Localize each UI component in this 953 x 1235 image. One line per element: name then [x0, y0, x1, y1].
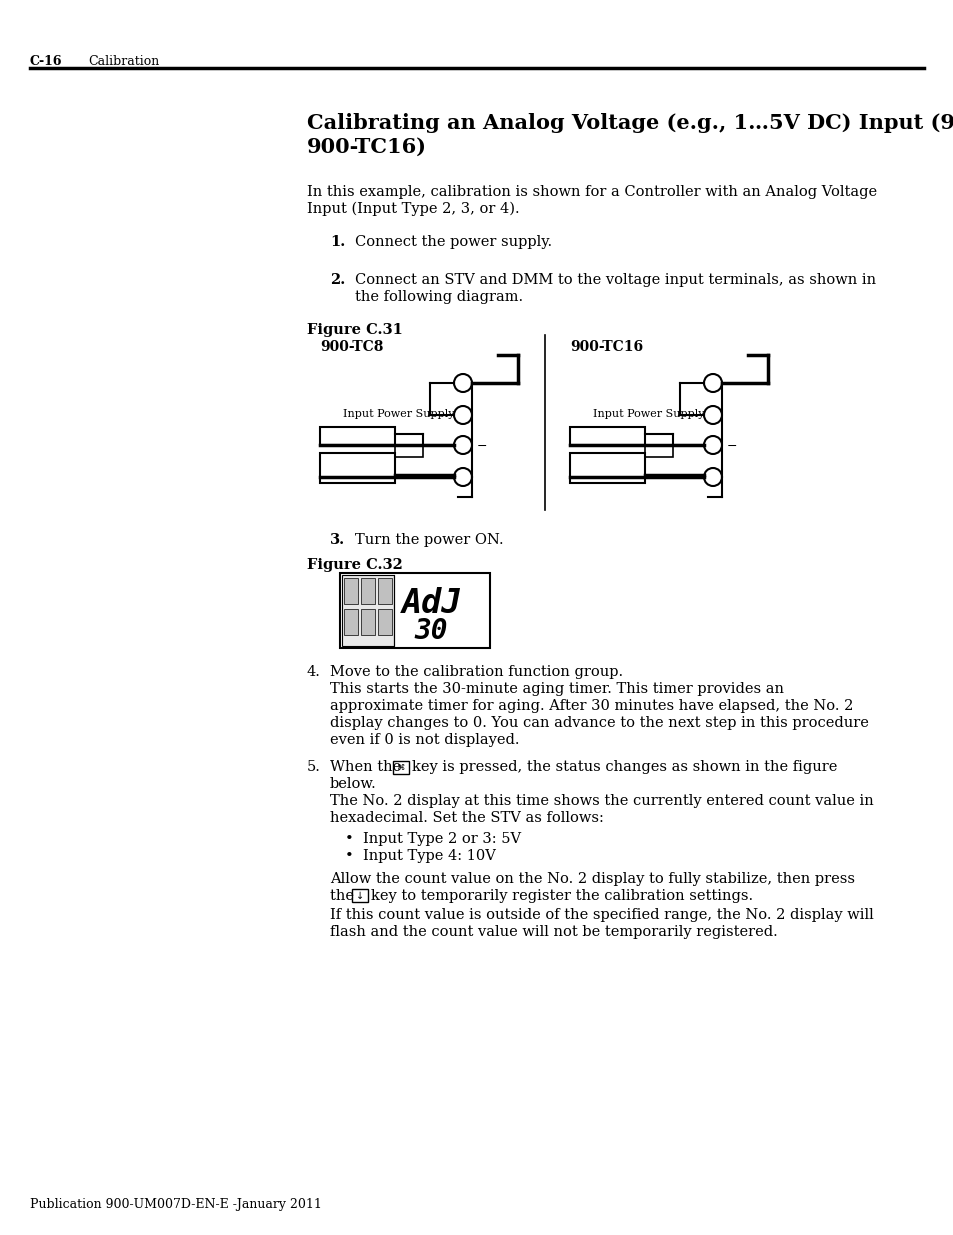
Text: −: − [726, 440, 737, 453]
Bar [395, 445, 422, 457]
Bar [360, 609, 375, 635]
Text: Turn the power ON.: Turn the power ON. [355, 534, 503, 547]
Text: Publication 900-UM007D-EN-E -January 2011: Publication 900-UM007D-EN-E -January 201… [30, 1198, 321, 1212]
Text: Calibration: Calibration [88, 56, 159, 68]
Text: Move to the calibration function group.: Move to the calibration function group. [330, 664, 622, 679]
Bar [360, 578, 375, 604]
Text: Input Power Supply: Input Power Supply [343, 409, 454, 419]
Text: flash and the count value will not be temporarily registered.: flash and the count value will not be te… [330, 925, 777, 939]
Text: When the: When the [330, 760, 405, 774]
Text: 900-TC16): 900-TC16) [307, 137, 427, 157]
Bar [377, 578, 392, 604]
Text: hexadecimal. Set the STV as follows:: hexadecimal. Set the STV as follows: [330, 811, 603, 825]
Text: 30: 30 [414, 618, 447, 645]
Text: If this count value is outside of the specified range, the No. 2 display will: If this count value is outside of the sp… [330, 908, 873, 923]
Text: This starts the 30-minute aging timer. This timer provides an: This starts the 30-minute aging timer. T… [330, 682, 783, 697]
Bar [344, 578, 357, 604]
Bar [377, 609, 392, 635]
Bar [319, 453, 395, 483]
Text: below.: below. [330, 777, 376, 790]
Text: Connect an STV and DMM to the voltage input terminals, as shown in: Connect an STV and DMM to the voltage in… [355, 273, 875, 287]
Text: AdJ: AdJ [401, 587, 462, 620]
Text: display changes to 0. You can advance to the next step in this procedure: display changes to 0. You can advance to… [330, 716, 868, 730]
Text: 900-TC8: 900-TC8 [319, 340, 383, 354]
Bar [569, 427, 644, 445]
Bar [344, 609, 357, 635]
Text: Allow the count value on the No. 2 display to fully stabilize, then press: Allow the count value on the No. 2 displ… [330, 872, 854, 885]
Bar [319, 427, 395, 445]
Text: C-16: C-16 [30, 56, 63, 68]
Text: Calibrating an Analog Voltage (e.g., 1…5V DC) Input (900-TC8 &: Calibrating an Analog Voltage (e.g., 1…5… [307, 112, 953, 133]
Text: key to temporarily register the calibration settings.: key to temporarily register the calibrat… [371, 889, 752, 903]
Text: 2.: 2. [330, 273, 345, 287]
Text: ↓: ↓ [355, 890, 364, 900]
Text: −: − [476, 440, 487, 453]
Text: even if 0 is not displayed.: even if 0 is not displayed. [330, 734, 519, 747]
Text: •  Input Type 2 or 3: 5V: • Input Type 2 or 3: 5V [345, 832, 520, 846]
Text: the: the [330, 889, 358, 903]
Text: Input Power Supply: Input Power Supply [593, 409, 703, 419]
Text: 1.: 1. [330, 235, 345, 249]
Text: Connect the power supply.: Connect the power supply. [355, 235, 552, 249]
Text: ⌘: ⌘ [396, 763, 405, 772]
Bar [393, 761, 409, 774]
Text: 4.: 4. [307, 664, 320, 679]
Bar [569, 453, 644, 483]
Text: In this example, calibration is shown for a Controller with an Analog Voltage: In this example, calibration is shown fo… [307, 185, 876, 199]
Text: key is pressed, the status changes as shown in the figure: key is pressed, the status changes as sh… [412, 760, 837, 774]
Text: Figure C.32: Figure C.32 [307, 558, 402, 572]
Text: The No. 2 display at this time shows the currently entered count value in: The No. 2 display at this time shows the… [330, 794, 873, 808]
Bar [352, 889, 368, 902]
Text: Input (Input Type 2, 3, or 4).: Input (Input Type 2, 3, or 4). [307, 203, 519, 216]
Text: •  Input Type 4: 10V: • Input Type 4: 10V [345, 848, 496, 863]
Text: 3.: 3. [330, 534, 345, 547]
Text: 900-TC16: 900-TC16 [569, 340, 642, 354]
Bar [341, 576, 394, 646]
Bar [339, 573, 490, 648]
Text: Figure C.31: Figure C.31 [307, 324, 402, 337]
Text: the following diagram.: the following diagram. [355, 290, 522, 304]
Text: approximate timer for aging. After 30 minutes have elapsed, the No. 2: approximate timer for aging. After 30 mi… [330, 699, 853, 713]
Text: 5.: 5. [307, 760, 320, 774]
Bar [644, 445, 672, 457]
